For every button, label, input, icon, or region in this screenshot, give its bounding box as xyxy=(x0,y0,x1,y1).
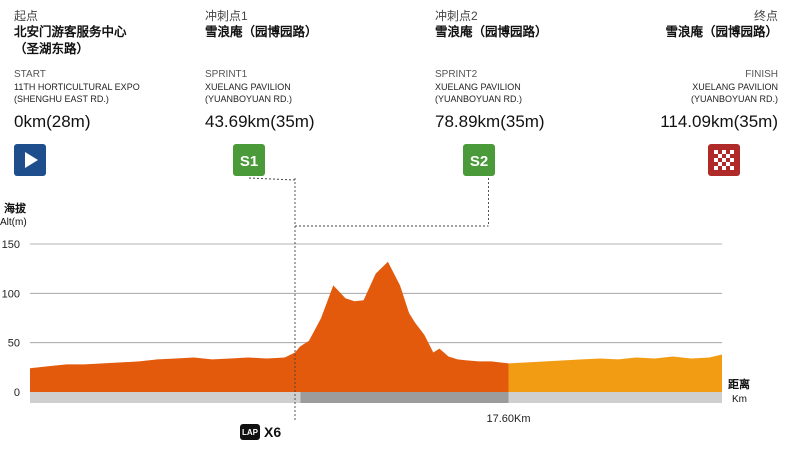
sprint2-badge: S2 xyxy=(463,144,495,176)
start-block: 起点 北安门游客服务中心 （圣湖东路） START 11TH HORTICULT… xyxy=(14,8,204,133)
sprint2-cn-label: 冲刺点2 xyxy=(435,9,478,23)
finish-cn-label: 终点 xyxy=(753,9,778,23)
finish-en-label: FINISH xyxy=(745,69,778,80)
sprint1-block: 冲刺点1 雪浪庵（园博园路） SPRINT1 XUELANG PAVILION … xyxy=(205,8,395,133)
sprint1-badge: S1 xyxy=(233,144,265,176)
sprint2-block: 冲刺点2 雪浪庵（园博园路） SPRINT2 XUELANG PAVILION … xyxy=(435,8,625,133)
finish-distance: 114.09km(35m) xyxy=(660,112,778,131)
sprint1-distance: 43.69km(35m) xyxy=(205,112,315,131)
y-axis-label-cn: 海拔 xyxy=(4,201,27,215)
play-icon xyxy=(14,144,46,176)
lap-distance-label: 17.60Km xyxy=(486,413,530,425)
y-tick-label: 150 xyxy=(2,239,20,251)
sprint2-badge-text: S2 xyxy=(470,153,488,170)
sprint1-en-place: XUELANG PAVILION (YUANBOYUAN RD.) xyxy=(205,82,293,104)
lap-segment-bar xyxy=(300,392,509,403)
y-tick-label: 100 xyxy=(2,288,20,300)
lap-indicator: LAP X6 xyxy=(240,424,281,440)
sprint2-distance: 78.89km(35m) xyxy=(435,112,545,131)
sprint1-marker-line-top xyxy=(248,177,296,181)
finish-block: 终点 雪浪庵（园博园路） FINISH XUELANG PAVILION (YU… xyxy=(588,8,778,133)
sprint2-cn-place: 雪浪庵（园博园路） xyxy=(435,25,548,39)
y-tick-label: 0 xyxy=(14,387,20,399)
finish-en-place: XUELANG PAVILION (YUANBOYUAN RD.) xyxy=(690,82,778,104)
sprint1-en-label: SPRINT1 xyxy=(205,69,248,80)
sprint1-badge-text: S1 xyxy=(240,153,258,170)
lap-icon: LAP xyxy=(240,424,260,440)
sprint1-cn-place: 雪浪庵（园博园路） xyxy=(205,25,318,39)
lap-count: X6 xyxy=(264,424,282,440)
start-cn-label: 起点 xyxy=(14,9,39,23)
sprint2-en-label: SPRINT2 xyxy=(435,69,478,80)
checkered-flag-icon xyxy=(708,144,740,176)
sprint2-en-place: XUELANG PAVILION (YUANBOYUAN RD.) xyxy=(435,82,523,104)
start-cn-place: 北安门游客服务中心 （圣湖东路） xyxy=(14,25,127,56)
x-axis-label-en: Km xyxy=(732,394,747,405)
elevation-area-segment-1 xyxy=(30,261,509,392)
start-en-place: 11TH HORTICULTURAL EXPO (SHENGHU EAST RD… xyxy=(14,82,140,104)
start-distance: 0km(28m) xyxy=(14,112,91,131)
y-axis-label-en: Alt(m) xyxy=(0,217,27,228)
y-tick-label: 50 xyxy=(8,338,20,350)
start-en-label: START xyxy=(14,69,46,80)
finish-cn-place: 雪浪庵（园博园路） xyxy=(665,25,778,39)
sprint1-cn-label: 冲刺点1 xyxy=(205,9,248,23)
x-axis-label-cn: 距离 xyxy=(728,377,750,391)
elevation-area-segment-2 xyxy=(508,354,722,392)
